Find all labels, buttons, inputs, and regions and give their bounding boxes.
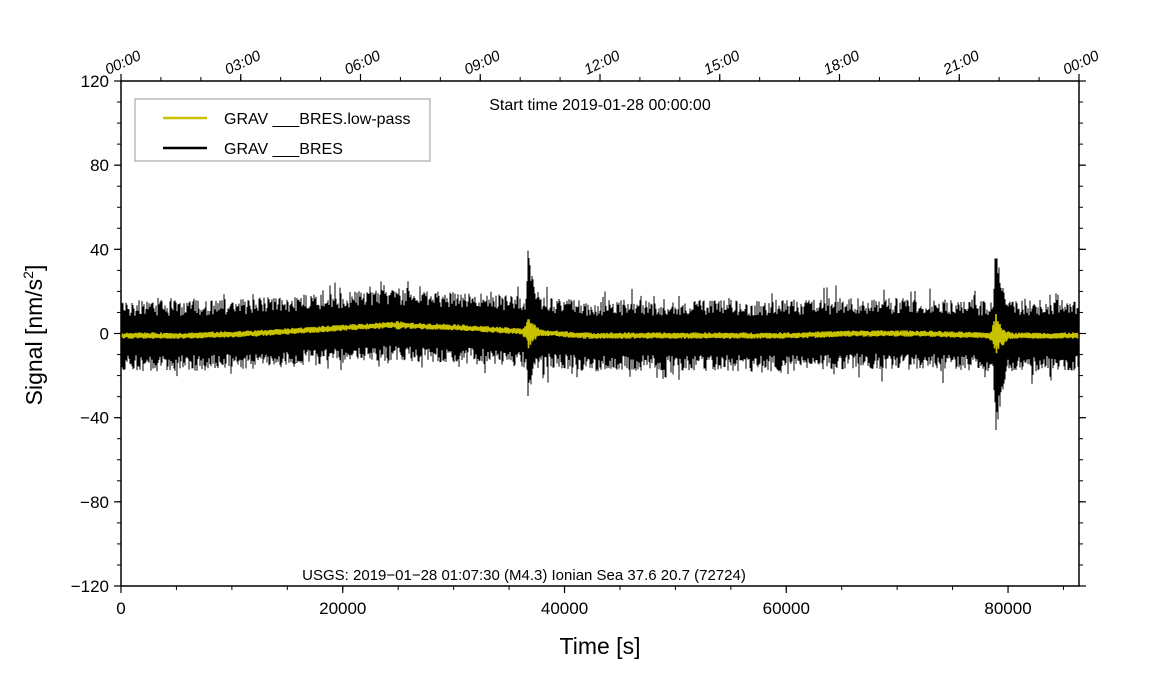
y-tick-label: 0 (100, 325, 109, 344)
y-axis-title-end: ] (21, 265, 47, 271)
top-tick-label: 06:00 (342, 47, 384, 79)
top-tick-label: 00:00 (102, 47, 144, 79)
top-time-axis: 00:00 03:00 06:00 09:00 12:00 15:00 18:00 21:00… (102, 47, 1102, 81)
y-axis-title: Signal [nm/s2] (20, 265, 47, 406)
y-tick-label: −40 (80, 409, 109, 428)
x-axis-ticks: 0 20000 40000 60000 80000 (116, 586, 1064, 618)
legend: GRAV ___BRES.low-pass GRAV ___BRES (134, 98, 431, 162)
y-axis-title-superscript: 2 (20, 271, 36, 279)
x-tick-label: 40000 (541, 599, 588, 618)
x-tick-label: 80000 (984, 599, 1031, 618)
lowpass-signal-line (120, 313, 1080, 354)
x-tick-label: 0 (116, 599, 125, 618)
top-tick-label: 21:00 (940, 47, 983, 79)
event-note: USGS: 2019−01−28 01:07:30 (M4.3) Ionian … (302, 567, 746, 584)
top-tick-label: 09:00 (462, 47, 504, 79)
top-tick-label: 15:00 (701, 47, 743, 79)
raw-signal-line (120, 250, 1080, 430)
y-tick-label: 120 (81, 72, 109, 91)
start-time-annotation: Start time 2019-01-28 00:00:00 (489, 97, 711, 114)
x-axis-title: Time [s] (560, 633, 641, 659)
plot-traces (120, 250, 1080, 430)
x-tick-label: 20000 (319, 599, 366, 618)
y-tick-label: 80 (90, 156, 109, 175)
y-tick-label: −80 (80, 493, 109, 512)
top-tick-label: 00:00 (1060, 47, 1102, 79)
top-tick-label: 03:00 (222, 47, 264, 79)
x-tick-label: 60000 (763, 599, 810, 618)
top-tick-label: 12:00 (581, 47, 623, 79)
top-tick-label: 18:00 (821, 47, 863, 79)
legend-box (134, 98, 431, 162)
legend-label-raw: GRAV ___BRES (224, 141, 343, 158)
legend-label-lowpass: GRAV ___BRES.low-pass (224, 111, 410, 128)
y-axis-ticks: −120 −80 −40 0 40 80 120 (71, 72, 1086, 596)
y-tick-label: 40 (90, 240, 109, 259)
y-axis-title-main: Signal [nm/s (21, 279, 47, 406)
y-tick-label: −120 (71, 577, 109, 596)
